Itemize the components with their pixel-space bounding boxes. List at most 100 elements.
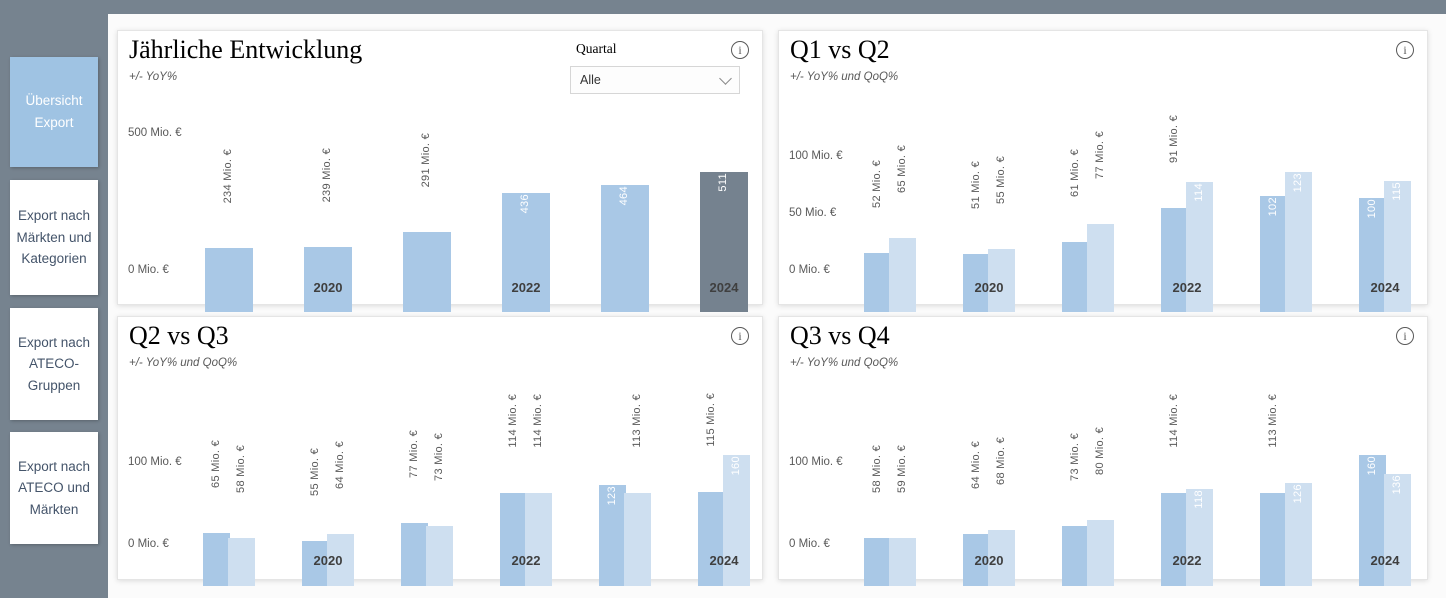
chart-title: Jährliche Entwicklung	[129, 35, 363, 64]
x-axis-year-label: 2022	[1172, 553, 1202, 568]
bar-value-label: 239 Mio. €	[321, 147, 333, 202]
bar-2023-Q1[interactable]	[1260, 196, 1287, 312]
quartal-dropdown-value: Alle	[580, 73, 601, 87]
chart-subtitle: +/- YoY% und QoQ%	[129, 357, 238, 369]
bar-2020-Q4[interactable]	[988, 530, 1015, 586]
sidebar-item-uebersicht-export[interactable]: Übersicht Export	[10, 57, 98, 167]
bar-value-label: 80 Mio. €	[1093, 427, 1106, 475]
bar-2020-Q3[interactable]	[327, 534, 354, 586]
bar-2020-Export[interactable]	[304, 247, 352, 312]
bar-2021-Q3[interactable]	[426, 526, 453, 586]
bar-value-label: 51 Mio. €	[969, 161, 982, 209]
bar-2024-Q1[interactable]	[1359, 198, 1386, 312]
bar-value-label: 160 Mio. €	[1365, 421, 1378, 476]
x-axis-year-label: 2024	[1370, 280, 1400, 295]
bar-2019-Q3[interactable]	[864, 538, 891, 586]
x-axis-year-label: 2020	[313, 553, 343, 568]
bar-2019-Q1[interactable]	[864, 253, 891, 312]
bar-value-label: 436 Mio. €	[519, 159, 531, 214]
bar-2024-Export[interactable]	[700, 172, 748, 312]
bar-value-label: 113 Mio. €	[630, 394, 643, 448]
info-icon[interactable]: i	[731, 41, 749, 59]
bar-value-label: 123 Mio. €	[605, 451, 618, 506]
bar-2023-Export[interactable]	[601, 185, 649, 312]
x-axis-year-label: 2024	[709, 280, 739, 295]
chart-subtitle: +/- YoY% und QoQ%	[790, 71, 899, 83]
bar-2023-Q2[interactable]	[1285, 172, 1312, 312]
card-q1-vs-q2: Q1 vs Q2 +/- YoY% und QoQ% i 100 Mio. € 5…	[778, 30, 1428, 312]
chart-subtitle: +/- YoY%	[129, 71, 178, 83]
bar-2019-Q2[interactable]	[889, 238, 916, 312]
bar-2023-Q3[interactable]	[1260, 493, 1287, 586]
bar-value-label: 136 Mio. €	[1390, 440, 1403, 495]
bar-2022-Q4[interactable]	[1186, 489, 1213, 586]
sidebar-item-export-ateco-gruppen[interactable]: Export nach ATECO-Gruppen	[10, 308, 98, 420]
y-axis-tick-label: 500 Mio. €	[128, 127, 182, 139]
bar-2023-Q2[interactable]	[599, 485, 626, 586]
bar-2022-Q1[interactable]	[1161, 208, 1188, 312]
bar-2021-Export[interactable]	[403, 232, 451, 312]
bar-2021-Q3[interactable]	[1062, 526, 1089, 586]
bar-value-label: 114 Mio. €	[1167, 394, 1180, 448]
bar-value-label: 464 Mio. €	[618, 151, 630, 206]
y-axis-tick-label: 0 Mio. €	[789, 264, 830, 276]
bar-2022-Q2[interactable]	[500, 493, 527, 586]
sidebar-item-label: Export nach Märkten und Kategorien	[16, 208, 92, 267]
y-axis-tick-label: 50 Mio. €	[789, 207, 837, 219]
bar-value-label: 55 Mio. €	[308, 448, 321, 496]
bar-2022-Q3[interactable]	[1161, 493, 1188, 586]
quartal-dropdown[interactable]: Alle	[570, 66, 740, 94]
bar-2020-Q2[interactable]	[302, 541, 329, 586]
x-axis-year-label: 2020	[974, 280, 1004, 295]
bar-2020-Q3[interactable]	[963, 534, 990, 586]
bar-value-label: 114 Mio. €	[531, 394, 544, 448]
y-axis-tick-label: 100 Mio. €	[789, 150, 843, 162]
bar-2024-Q4[interactable]	[1384, 474, 1411, 586]
bar-2019-Q2[interactable]	[203, 533, 230, 586]
quartal-filter-label: Quartal	[576, 41, 617, 56]
sidebar-item-export-maerkte-kategorien[interactable]: Export nach Märkten und Kategorien	[10, 180, 98, 295]
bar-2024-Q3[interactable]	[723, 455, 750, 586]
sidebar-item-export-ateco-maerkte[interactable]: Export nach ATECO und Märkten	[10, 432, 98, 544]
bar-value-label: 126 Mio. €	[1291, 449, 1304, 504]
bar-2020-Q1[interactable]	[963, 254, 990, 312]
bar-2019-Q4[interactable]	[889, 538, 916, 586]
bar-value-label: 102 Mio. €	[1266, 162, 1279, 217]
bar-2022-Q3[interactable]	[525, 493, 552, 586]
bar-2023-Q4[interactable]	[1285, 483, 1312, 586]
info-icon[interactable]: i	[1396, 41, 1414, 59]
bar-2019-Q3[interactable]	[228, 538, 255, 586]
bar-2021-Q2[interactable]	[1087, 224, 1114, 312]
bar-value-label: 511 Mio. €	[717, 138, 729, 192]
bar-value-label: 160 Mio. €	[729, 421, 742, 476]
x-axis-year-label: 2024	[1370, 553, 1400, 568]
bar-2022-Q2[interactable]	[1186, 182, 1213, 312]
bar-2020-Q2[interactable]	[988, 249, 1015, 312]
bar-value-label: 115 Mio. €	[1390, 147, 1403, 201]
bar-value-label: 100 Mio. €	[1365, 164, 1378, 219]
bar-value-label: 68 Mio. €	[994, 437, 1007, 485]
bar-value-label: 123 Mio. €	[1291, 138, 1304, 193]
info-icon[interactable]: i	[731, 327, 749, 345]
bar-2023-Q3[interactable]	[624, 493, 651, 586]
bar-value-label: 59 Mio. €	[895, 445, 908, 493]
bar-value-label: 77 Mio. €	[1093, 131, 1106, 179]
bar-value-label: 52 Mio. €	[870, 160, 883, 208]
bar-2024-Q2[interactable]	[698, 492, 725, 586]
annual-bar-chart: 500 Mio. € 0 Mio. € 234 Mio. € 239 Mio. € 29…	[118, 31, 762, 312]
bar-2024-Q2[interactable]	[1384, 181, 1411, 312]
card-q3-vs-q4: Q3 vs Q4 +/- YoY% und QoQ% i 100 Mio. € 0…	[778, 316, 1428, 586]
bar-2019-Export[interactable]	[205, 248, 253, 312]
bar-2021-Q1[interactable]	[1062, 242, 1089, 312]
bar-2024-Q3[interactable]	[1359, 455, 1386, 586]
bar-value-label: 77 Mio. €	[407, 430, 420, 478]
bar-2021-Q4[interactable]	[1087, 520, 1114, 586]
chart-subtitle: +/- YoY% und QoQ%	[790, 357, 899, 369]
bar-2022-Export[interactable]	[502, 193, 550, 312]
bar-value-label: 55 Mio. €	[994, 156, 1007, 204]
bar-value-label: 58 Mio. €	[870, 445, 883, 493]
x-axis-year-label: 2024	[709, 553, 739, 568]
info-icon[interactable]: i	[1396, 327, 1414, 345]
bar-2021-Q2[interactable]	[401, 523, 428, 586]
x-axis-year-label: 2022	[1172, 280, 1202, 295]
